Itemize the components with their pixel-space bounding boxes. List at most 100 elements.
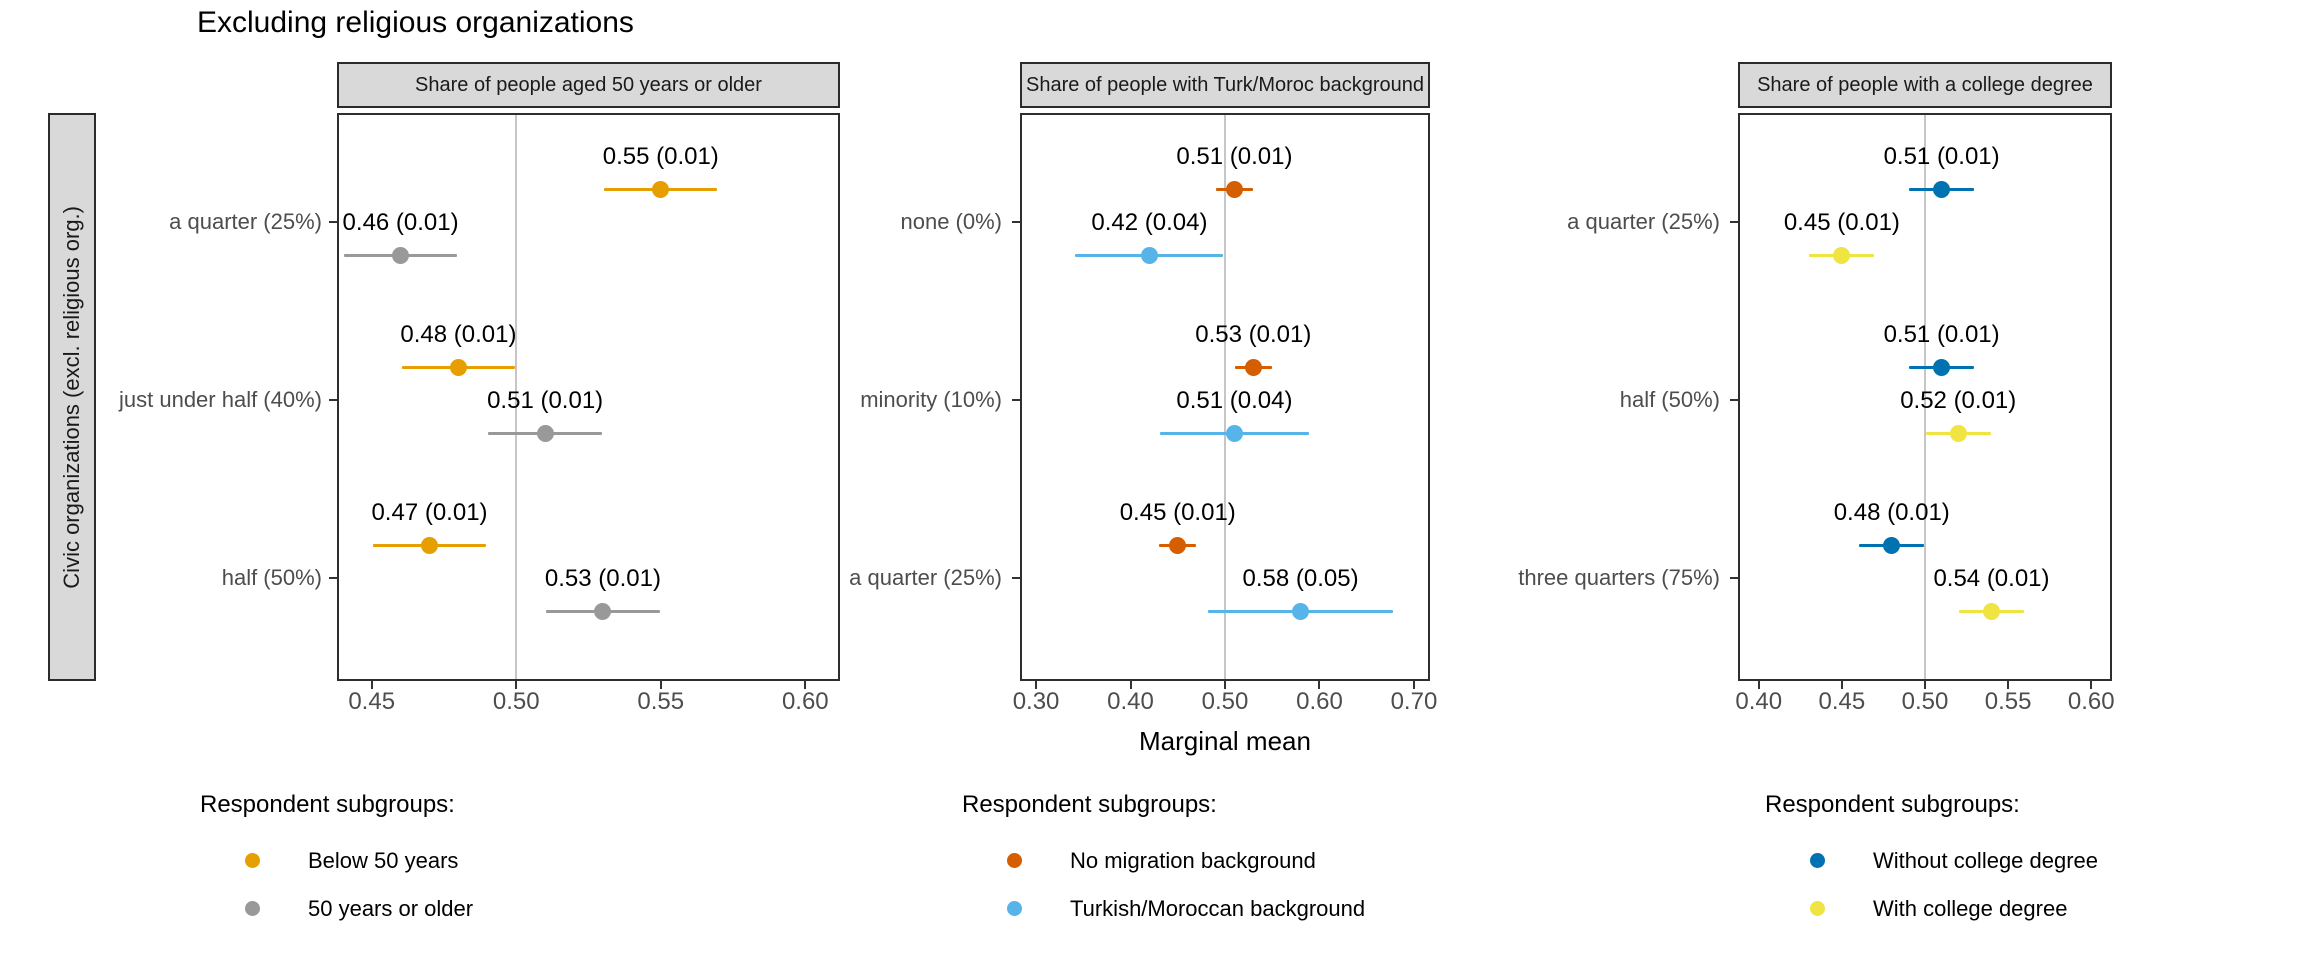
x-axis-tick bbox=[1924, 681, 1926, 689]
legend-key bbox=[1007, 853, 1022, 868]
point-value-label: 0.53 (0.01) bbox=[544, 565, 661, 592]
point-value-label: 0.51 (0.04) bbox=[1176, 387, 1293, 414]
data-point bbox=[594, 602, 612, 620]
x-tick-label: 0.55 bbox=[1984, 688, 2032, 715]
x-tick-label: 0.50 bbox=[1901, 688, 1949, 715]
x-axis-tick bbox=[1318, 681, 1321, 689]
facet-strip: Share of people aged 50 years or older bbox=[337, 62, 840, 108]
row-facet-strip: Civic organizations (excl. religious org… bbox=[48, 113, 96, 681]
y-axis-category-label: half (50%) bbox=[221, 565, 322, 590]
y-axis-category-label: a quarter (25%) bbox=[169, 209, 322, 234]
y-axis-tick bbox=[329, 221, 337, 223]
x-axis-tick bbox=[515, 681, 518, 689]
point-value-label: 0.45 (0.01) bbox=[1119, 499, 1236, 526]
chart-title: Excluding religious organizations bbox=[197, 6, 634, 39]
x-axis-tick bbox=[1129, 681, 1132, 689]
legend-item-label: 50 years or older bbox=[308, 896, 474, 921]
data-point bbox=[1982, 602, 2000, 620]
x-axis-tick bbox=[1840, 681, 1843, 689]
x-axis-tick bbox=[659, 681, 662, 689]
x-tick-label: 0.50 bbox=[492, 688, 540, 715]
point-value-label: 0.51 (0.01) bbox=[1883, 321, 2000, 348]
y-axis-tick bbox=[1012, 577, 1020, 579]
point-value-label: 0.47 (0.01) bbox=[371, 499, 488, 526]
data-point bbox=[1169, 536, 1187, 554]
data-point bbox=[536, 424, 554, 442]
data-point bbox=[1933, 180, 1951, 198]
point-value-label: 0.42 (0.04) bbox=[1091, 209, 1208, 236]
facet-strip-label: Share of people aged 50 years or older bbox=[415, 73, 762, 96]
legend-key bbox=[1810, 901, 1825, 916]
y-axis-tick bbox=[1730, 577, 1738, 579]
plot-panel bbox=[337, 113, 840, 681]
data-point bbox=[652, 180, 670, 198]
x-axis-tick bbox=[1757, 681, 1760, 689]
data-point bbox=[1949, 424, 1967, 442]
x-tick-label: 0.30 bbox=[1012, 688, 1060, 715]
data-point bbox=[1833, 246, 1851, 264]
point-value-label: 0.46 (0.01) bbox=[342, 209, 459, 236]
facet-strip-label: Share of people with Turk/Moroc backgrou… bbox=[1026, 73, 1424, 96]
reference-line bbox=[1924, 115, 1926, 679]
legend-key bbox=[1007, 901, 1022, 916]
data-point bbox=[1933, 358, 1951, 376]
y-axis-tick bbox=[329, 399, 337, 401]
x-tick-label: 0.45 bbox=[348, 688, 396, 715]
legend-item-label: Without college degree bbox=[1873, 848, 2099, 873]
x-tick-label: 0.45 bbox=[1818, 688, 1866, 715]
y-axis-category-label: just under half (40%) bbox=[119, 387, 322, 412]
y-axis-tick bbox=[1730, 221, 1738, 223]
x-axis-tick bbox=[1224, 681, 1226, 689]
x-axis-tick bbox=[804, 681, 807, 689]
data-point bbox=[1883, 536, 1901, 554]
data-point bbox=[1225, 180, 1243, 198]
legend-title: Respondent subgroups: bbox=[200, 791, 455, 818]
y-axis-category-label: a quarter (25%) bbox=[1567, 209, 1720, 234]
legend-title: Respondent subgroups: bbox=[962, 791, 1217, 818]
x-axis-tick bbox=[2090, 681, 2093, 689]
y-axis-category-label: half (50%) bbox=[1619, 387, 1720, 412]
data-point bbox=[1292, 602, 1310, 620]
point-value-label: 0.51 (0.01) bbox=[1883, 143, 2000, 170]
y-axis-tick bbox=[1012, 221, 1020, 223]
x-axis-tick bbox=[370, 681, 373, 689]
point-value-label: 0.45 (0.01) bbox=[1783, 209, 1900, 236]
facet-strip-label: Share of people with a college degree bbox=[1757, 73, 2093, 96]
point-value-label: 0.48 (0.01) bbox=[1833, 499, 1950, 526]
data-point bbox=[1225, 424, 1243, 442]
facet-strip: Share of people with Turk/Moroc backgrou… bbox=[1020, 62, 1430, 108]
point-value-label: 0.51 (0.01) bbox=[1176, 143, 1293, 170]
data-point bbox=[1244, 358, 1262, 376]
x-tick-label: 0.70 bbox=[1390, 688, 1438, 715]
point-value-label: 0.53 (0.01) bbox=[1195, 321, 1312, 348]
y-axis-tick bbox=[1730, 399, 1738, 401]
y-axis-category-label: none (0%) bbox=[900, 209, 1002, 234]
x-tick-label: 0.40 bbox=[1107, 688, 1154, 715]
x-axis-tick bbox=[1412, 681, 1415, 689]
legend-key bbox=[245, 901, 260, 916]
legend-title: Respondent subgroups: bbox=[1765, 791, 2020, 818]
x-axis-tick bbox=[2007, 681, 2010, 689]
point-value-label: 0.48 (0.01) bbox=[400, 321, 517, 348]
data-point bbox=[449, 358, 467, 376]
x-tick-label: 0.40 bbox=[1735, 688, 1783, 715]
x-tick-label: 0.50 bbox=[1201, 688, 1249, 715]
point-value-label: 0.54 (0.01) bbox=[1933, 565, 2050, 592]
y-axis-category-label: a quarter (25%) bbox=[849, 565, 1002, 590]
legend-key bbox=[1810, 853, 1825, 868]
data-point bbox=[392, 246, 410, 264]
legend-key bbox=[245, 853, 260, 868]
legend-item-label: Turkish/Moroccan background bbox=[1070, 896, 1366, 921]
facet-strip: Share of people with a college degree bbox=[1738, 62, 2112, 108]
data-point bbox=[1140, 246, 1158, 264]
x-tick-label: 0.60 bbox=[1296, 688, 1343, 715]
y-axis-tick bbox=[329, 577, 337, 579]
y-axis-category-label: three quarters (75%) bbox=[1518, 565, 1720, 590]
y-axis-category-label: minority (10%) bbox=[860, 387, 1002, 412]
data-point bbox=[421, 536, 438, 554]
point-value-label: 0.52 (0.01) bbox=[1900, 387, 2017, 414]
reference-line bbox=[1224, 115, 1226, 679]
reference-line bbox=[515, 115, 518, 679]
x-tick-label: 0.60 bbox=[781, 688, 829, 715]
